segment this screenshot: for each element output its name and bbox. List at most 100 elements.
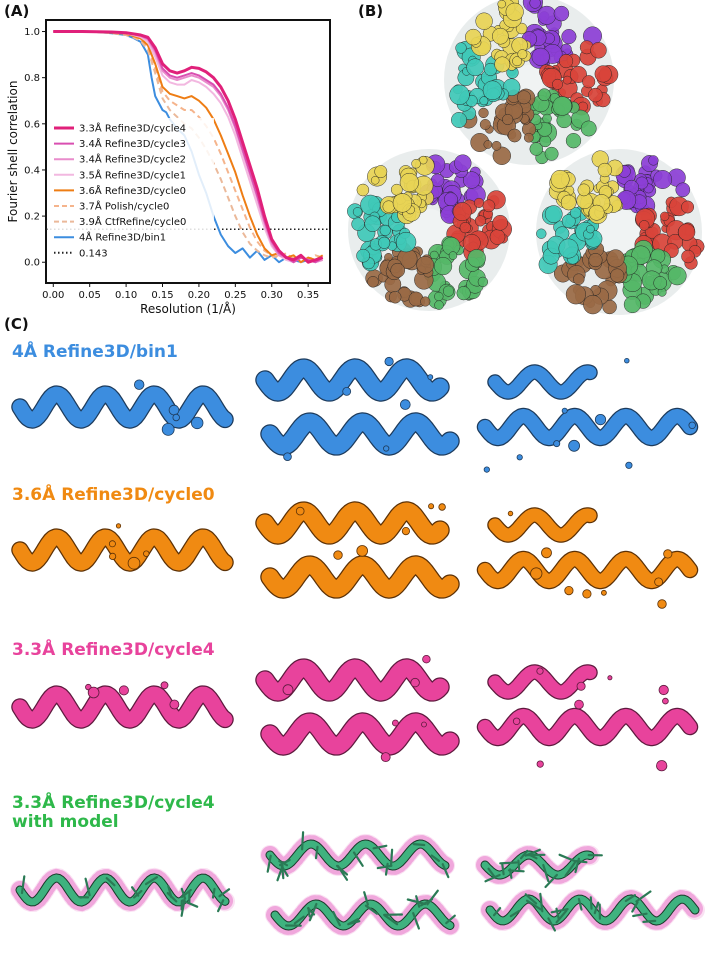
side-chain — [574, 857, 581, 874]
subunit-blob — [552, 96, 572, 116]
subunit-blob — [434, 257, 453, 276]
density-fragment — [410, 677, 420, 688]
x-tick-label: 0.20 — [188, 290, 210, 301]
side-chain — [180, 888, 192, 899]
side-chain — [364, 904, 379, 915]
subunit-blob — [517, 49, 528, 60]
ribbon-model — [486, 895, 699, 925]
side-chain — [266, 854, 272, 873]
side-chain — [20, 875, 26, 895]
subunit-blob — [610, 268, 625, 283]
helix-density — [261, 713, 459, 755]
side-chain — [412, 842, 426, 847]
subunit-blob — [542, 113, 552, 124]
subunit-blob — [537, 88, 551, 102]
x-tick-label: 0.35 — [297, 290, 319, 301]
side-chain — [347, 920, 361, 926]
subunit-blob — [588, 87, 603, 103]
subunit-blob — [565, 133, 582, 149]
helix-density — [12, 529, 233, 571]
side-chain — [642, 919, 657, 924]
subunit-blob — [399, 172, 419, 193]
subunit-blob — [466, 58, 485, 77]
side-chain — [278, 860, 289, 867]
density-mesh-edge — [476, 846, 599, 884]
y-tick-label: 0.2 — [24, 212, 40, 223]
side-chain — [524, 848, 541, 857]
subunit-blob — [544, 205, 563, 223]
side-chain — [293, 915, 305, 925]
subunit-blob — [456, 286, 471, 301]
ribbon-outline — [265, 839, 450, 871]
side-chain — [131, 886, 140, 897]
panel-c-label: (C) — [4, 315, 29, 333]
side-chain — [314, 845, 319, 860]
helix-density — [488, 508, 597, 542]
density-mesh — [260, 833, 455, 877]
subunit-blob — [492, 27, 509, 45]
subunit-blob — [364, 215, 381, 232]
density-fragment — [422, 655, 431, 664]
side-chain — [347, 918, 359, 926]
density-row-3 — [11, 655, 699, 772]
subunit-blob — [517, 90, 531, 105]
side-chain — [307, 906, 311, 918]
subunit-blob — [478, 107, 489, 119]
subunit-blob — [455, 42, 467, 54]
subunit-blob — [569, 207, 582, 219]
side-chain — [555, 907, 560, 921]
density-fragment — [483, 466, 490, 473]
subunit-blob — [653, 276, 668, 290]
helix-outline — [487, 364, 598, 400]
subunit-blob — [356, 248, 370, 263]
density-fragment — [574, 699, 584, 710]
helix-outline — [260, 555, 460, 599]
helix-density — [261, 556, 459, 598]
side-chain — [508, 868, 513, 879]
ribbon-model — [16, 874, 229, 906]
side-chain — [133, 889, 143, 899]
side-chain — [166, 891, 178, 903]
helix-outline — [476, 707, 699, 747]
y-tick-label: 0.8 — [24, 73, 40, 84]
side-chain — [352, 851, 364, 867]
helix-density — [256, 359, 449, 401]
side-chain — [544, 873, 559, 889]
helix-outline — [255, 501, 450, 545]
subunit-blob — [482, 199, 496, 213]
x-tick-label: 0.25 — [224, 290, 246, 301]
density-fragment — [127, 556, 141, 570]
subunit-blob — [561, 214, 576, 229]
legend-label: 3.3Å Refine3D/cycle4 — [79, 122, 186, 135]
density-fragment — [582, 589, 592, 599]
helix-outline — [11, 685, 234, 729]
subunit-blob — [502, 113, 514, 126]
x-tick-label: 0.00 — [42, 290, 64, 301]
subunit-blob — [388, 290, 402, 304]
subunit-blob — [442, 285, 455, 297]
density-fragment — [512, 717, 521, 725]
subunit-blob — [370, 176, 380, 185]
density-fragment — [601, 589, 607, 596]
subunit-blob — [367, 276, 379, 288]
helix-density — [12, 686, 233, 728]
side-chain — [384, 862, 389, 876]
subunit-blob — [505, 2, 524, 21]
side-chain — [527, 853, 538, 860]
subunit-blob — [443, 192, 458, 207]
subunit-blob — [411, 158, 421, 169]
row-title-cycle4: 3.3Å Refine3D/cycle4 — [12, 640, 215, 660]
helix-outline — [260, 412, 460, 456]
subunit-blob — [653, 170, 673, 189]
subunit-blob — [477, 276, 489, 288]
side-chain — [524, 893, 538, 905]
legend-label: 3.6Å Refine3D/cycle0 — [79, 184, 186, 197]
density-fragment — [658, 684, 669, 696]
subunit-blob — [553, 5, 570, 22]
subunit-blob — [482, 80, 503, 101]
side-chain — [487, 867, 497, 880]
particle-map-views — [347, 0, 705, 315]
subunit-blob — [491, 140, 502, 151]
fsc-chart: 0.00 0.05 0.10 0.15 0.20 0.25 0.30 0.35 0.0 0.2 0.… — [6, 19, 331, 316]
helix-density — [261, 413, 459, 455]
